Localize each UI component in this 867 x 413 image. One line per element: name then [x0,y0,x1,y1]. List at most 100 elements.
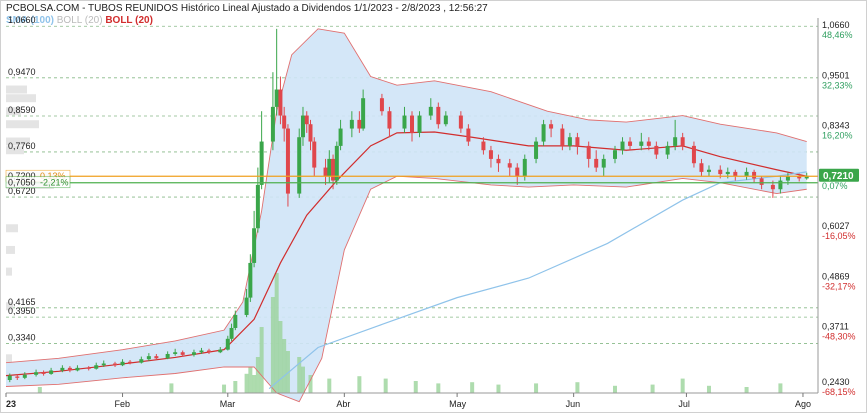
bollinger-band [6,28,807,402]
price-marker-pct: -2,21% [40,178,69,188]
right-axis-percent: 0,07% [822,181,848,191]
volume-bar [436,383,441,393]
candle-body [101,363,106,366]
candle-body [443,115,448,125]
candle-body [665,145,670,155]
x-tick-label: Mar [220,399,236,409]
candle-body [308,124,313,142]
chart-legend: SMA (100) BOLL (20) BOLL (20) [6,15,488,27]
candle-body [770,184,775,190]
bollinger-upper-line [5,28,807,364]
candle-body [41,372,46,374]
candle-body [785,176,790,181]
candle-body [331,158,336,181]
volume-bar [274,273,279,393]
volume-bar [613,385,617,393]
volume-bar [278,321,283,393]
right-axis-percent: 48,46% [822,30,853,40]
candle-body [507,163,512,168]
x-tick-label: Jun [566,399,581,409]
volume-bar [680,378,685,393]
right-axis-price: 0,2430 [822,377,850,387]
volume-bar [470,382,475,393]
candle-body [233,314,238,328]
level-label: 1,0660 [8,15,36,25]
volume-bars [37,273,783,393]
candle-body [744,171,749,177]
candle-body [225,338,230,350]
bollinger-mid-line [5,131,807,377]
candle-body [252,228,257,263]
legend-boll-bands: BOLL (20) [56,15,103,26]
candle-body [199,350,204,353]
candle-body [778,180,783,190]
volume-bar [706,385,711,393]
candle-body [804,175,809,179]
candle-body [312,141,317,168]
candle-body [601,158,606,168]
volume-profile-bar [6,302,14,311]
candle-body [86,367,91,369]
volume-bar [270,297,275,393]
candle-body [248,262,253,298]
x-tick-label: 23 [6,399,16,409]
x-tick-label: Abr [336,399,350,409]
candle-body [304,115,309,125]
candle-body [654,145,659,155]
candle-body [639,141,644,146]
candle-body [567,137,572,146]
x-tick-label: Ago [795,399,811,409]
candle-body [725,171,730,175]
candle-body [259,141,264,185]
price-marker-value: 0,7050 [8,178,36,188]
candle-body [323,167,328,177]
volume-bar [534,383,539,393]
candle-body [338,128,343,146]
volume-bar [233,381,238,393]
candle-body [334,145,339,181]
candle-body [297,137,302,194]
volume-bar [252,375,257,393]
volume-bar [259,327,264,393]
volume-bar [300,366,305,393]
candle-body [387,111,392,129]
candle-body [410,115,414,133]
right-axis-price: 1,0660 [822,20,850,30]
level-label: 0,8590 [8,105,36,115]
volume-bar [308,375,313,393]
chart-header: PCBOLSA.COM - TUBOS REUNIDOS Histórico L… [6,3,488,27]
price-marker-pct: 0,13% [40,171,66,181]
right-axis-percent: -16,05% [822,231,856,241]
candle-body [361,98,366,129]
candle-body [481,141,486,151]
candle-body [699,163,704,172]
volume-bar [383,378,388,393]
candle-body [357,119,362,129]
candle-body [515,167,520,177]
volume-profile-bar [6,146,24,155]
candle-body [282,115,287,129]
axes: 1,066048,46%0,950132,33%0,834316,20%0,71… [5,18,859,409]
candle-body [207,350,211,353]
candle-body [458,115,463,129]
volume-bar [244,373,249,393]
volume-profile-bar [6,224,18,233]
candle-body [797,176,802,179]
right-axis-percent: 32,33% [822,80,853,90]
candle-body [15,376,20,378]
bollinger-lower-line [5,175,807,403]
candle-body [229,327,234,339]
candle-body [165,353,170,359]
level-label: 0,4165 [8,297,36,307]
sma100-line [268,171,807,390]
volume-bar [778,383,783,393]
candle-body [436,106,441,125]
candle-body [718,169,723,175]
volume-profile-bar [6,245,15,254]
x-tick-label: Jul [678,399,690,409]
candle-body [752,171,757,179]
candle-body [417,115,422,133]
candle-body [113,363,118,366]
candle-body [67,367,72,371]
